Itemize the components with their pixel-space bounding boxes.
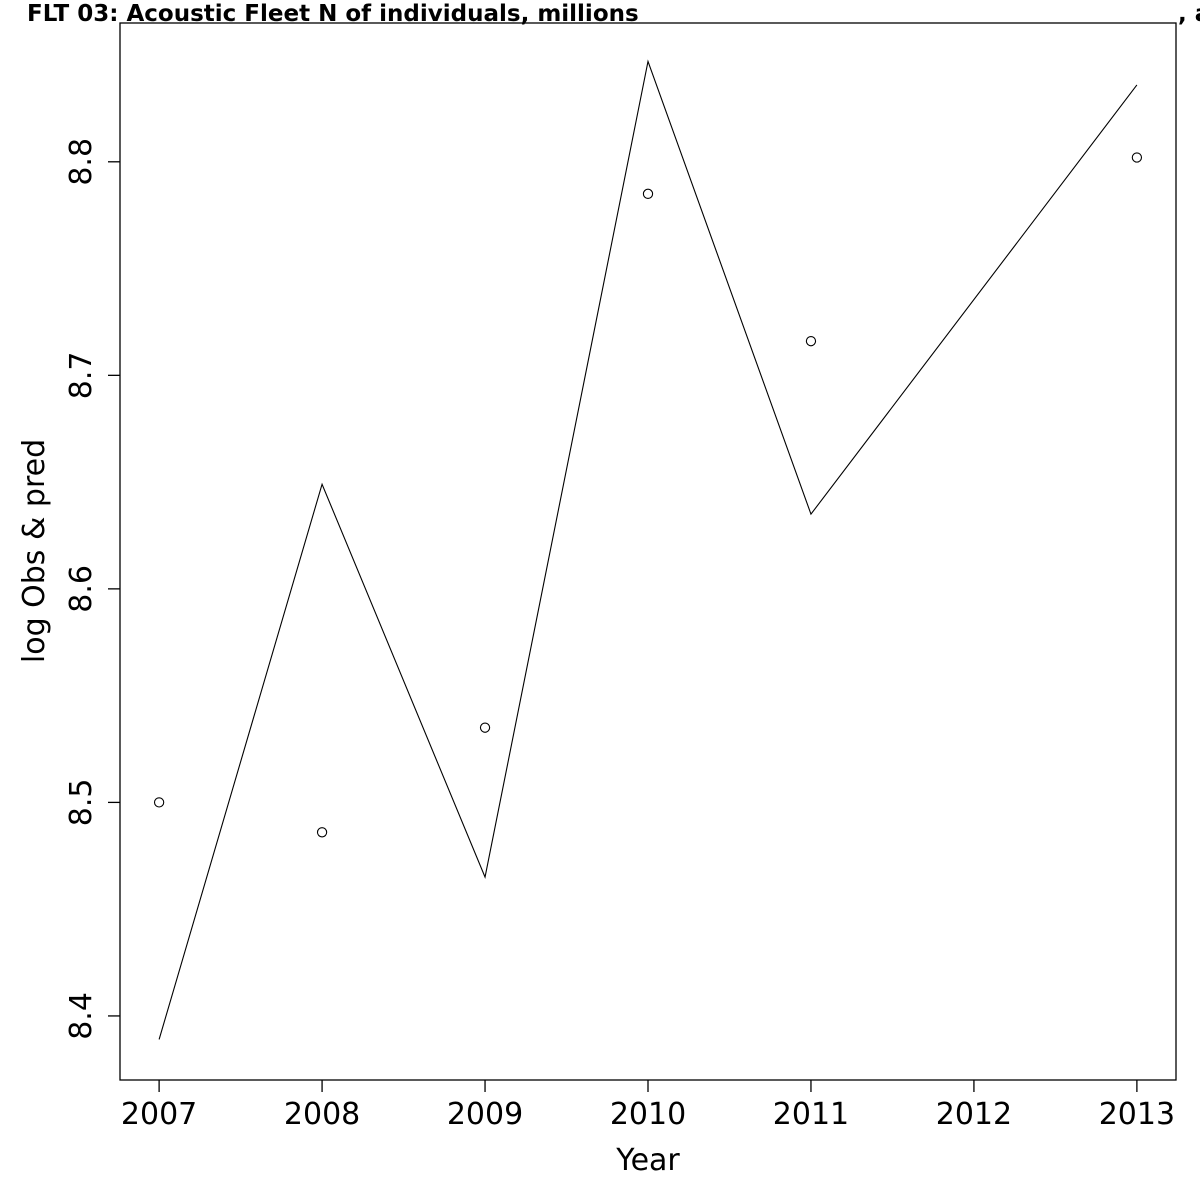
- x-tick-label: 2012: [936, 1097, 1012, 1132]
- observed-point: [479, 722, 491, 733]
- observed-point: [316, 827, 328, 838]
- x-tick-label: 2013: [1099, 1097, 1175, 1132]
- observed-point: [1131, 152, 1143, 163]
- x-tick-label: 2008: [284, 1097, 360, 1132]
- y-tick-label: 8.5: [64, 779, 99, 827]
- observed-point: [805, 336, 817, 347]
- series-layer: [153, 59, 1143, 1040]
- plot-frame: [119, 22, 1177, 1081]
- x-tick-label: 2010: [610, 1097, 686, 1132]
- x-tick-label: 2007: [121, 1097, 197, 1132]
- x-axis: 2007 2008 2009 2010 2011 2012 2013: [121, 1080, 1175, 1132]
- x-tick-label: 2009: [447, 1097, 523, 1132]
- observed-point: [642, 188, 654, 199]
- y-tick-label: 8.4: [64, 992, 99, 1040]
- y-tick-label: 8.8: [64, 138, 99, 186]
- y-axis-title: log Obs & pred: [17, 439, 52, 663]
- x-axis-title: Year: [615, 1143, 680, 1178]
- chart-title-suffix: , a: [1178, 1, 1200, 27]
- predicted-line: [158, 59, 1138, 1040]
- y-axis: 8.4 8.5 8.6 8.7 8.8: [64, 138, 120, 1040]
- y-tick-label: 8.7: [64, 351, 99, 399]
- y-tick-label: 8.6: [64, 565, 99, 613]
- x-tick-label: 2011: [773, 1097, 849, 1132]
- observed-point: [153, 797, 165, 808]
